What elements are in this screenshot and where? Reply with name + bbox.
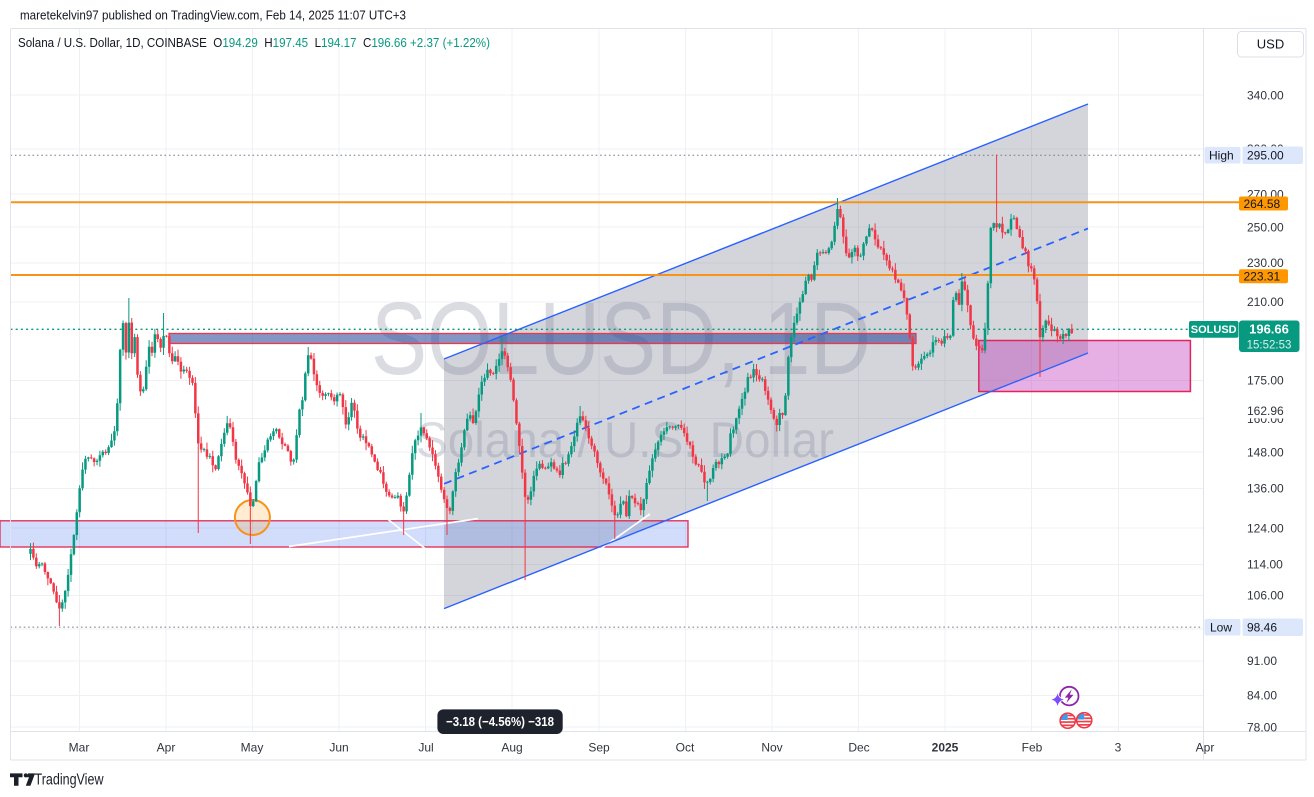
svg-text:250.00: 250.00 <box>1247 220 1284 234</box>
svg-text:230.00: 230.00 <box>1247 256 1284 270</box>
svg-text:264.58: 264.58 <box>1244 197 1281 211</box>
svg-text:162.96: 162.96 <box>1247 404 1284 418</box>
svg-text:106.00: 106.00 <box>1247 589 1284 603</box>
svg-text:Apr: Apr <box>1196 741 1215 755</box>
svg-text:TradingView: TradingView <box>35 772 105 789</box>
svg-text:210.00: 210.00 <box>1247 295 1284 309</box>
svg-text:340.00: 340.00 <box>1247 88 1284 102</box>
svg-text:15:52:53: 15:52:53 <box>1247 339 1292 351</box>
svg-text:78.00: 78.00 <box>1247 720 1277 734</box>
svg-text:3: 3 <box>1115 741 1122 755</box>
svg-text:175.00: 175.00 <box>1247 374 1284 388</box>
svg-text:136.00: 136.00 <box>1247 482 1284 496</box>
svg-text:196.66: 196.66 <box>1249 322 1289 337</box>
svg-text:Solana / U.S. Dollar, 1D, COIN: Solana / U.S. Dollar, 1D, COINBASE O194.… <box>18 36 490 50</box>
svg-text:maretekelvin97 published on Tr: maretekelvin97 published on TradingView.… <box>20 8 406 23</box>
svg-text:Dec: Dec <box>848 741 869 755</box>
svg-text:148.00: 148.00 <box>1247 445 1284 459</box>
svg-text:223.31: 223.31 <box>1244 270 1281 284</box>
svg-text:Oct: Oct <box>676 741 695 755</box>
svg-text:2025: 2025 <box>932 741 959 755</box>
svg-text:Nov: Nov <box>761 741 782 755</box>
svg-text:USD: USD <box>1257 37 1284 52</box>
svg-text:91.00: 91.00 <box>1247 654 1277 668</box>
svg-text:May: May <box>241 741 264 755</box>
svg-text:SOLUSD: SOLUSD <box>1191 324 1237 336</box>
svg-text:Apr: Apr <box>157 741 176 755</box>
svg-text:295.00: 295.00 <box>1247 149 1284 163</box>
svg-text:114.00: 114.00 <box>1247 558 1283 572</box>
svg-text:Jun: Jun <box>329 741 348 755</box>
svg-text:Feb: Feb <box>1022 741 1043 755</box>
svg-text:Low: Low <box>1210 621 1232 635</box>
svg-text:124.00: 124.00 <box>1247 521 1284 535</box>
svg-text:98.46: 98.46 <box>1247 621 1277 635</box>
svg-text:Sep: Sep <box>588 741 610 755</box>
svg-text:Aug: Aug <box>501 741 522 755</box>
svg-text:Jul: Jul <box>418 741 433 755</box>
svg-text:Solana / U.S. Dollar: Solana / U.S. Dollar <box>416 412 834 468</box>
svg-text:−3.18 (−4.56%) −318: −3.18 (−4.56%) −318 <box>446 714 554 729</box>
svg-text:High: High <box>1209 149 1234 163</box>
svg-text:Mar: Mar <box>69 741 90 755</box>
svg-text:84.00: 84.00 <box>1247 689 1277 703</box>
